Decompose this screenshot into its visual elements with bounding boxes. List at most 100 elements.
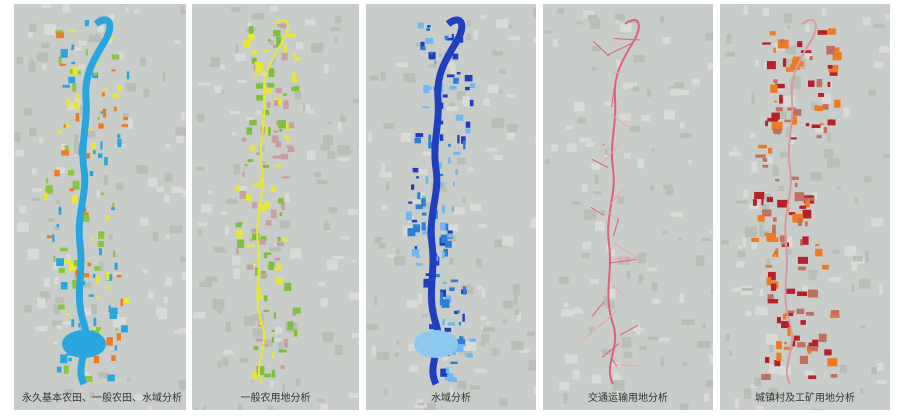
map-farmland-water xyxy=(14,4,186,410)
land-parcel xyxy=(442,318,445,326)
land-parcel xyxy=(264,373,272,378)
land-parcel xyxy=(450,361,458,364)
land-parcel xyxy=(117,138,122,148)
land-parcel xyxy=(277,198,284,204)
land-parcel xyxy=(84,20,90,27)
land-parcel xyxy=(757,215,765,222)
land-parcel xyxy=(822,103,829,110)
land-parcel xyxy=(75,113,80,122)
road-line xyxy=(601,343,620,358)
land-parcel xyxy=(254,267,259,276)
land-parcel xyxy=(277,236,281,242)
land-parcel xyxy=(464,86,470,91)
land-parcel xyxy=(126,71,130,80)
land-parcel xyxy=(69,188,74,192)
land-parcel xyxy=(440,289,447,297)
land-parcel xyxy=(112,92,119,99)
land-parcel xyxy=(109,310,118,319)
land-parcel xyxy=(446,37,454,41)
land-parcel xyxy=(797,256,808,264)
land-parcel xyxy=(808,375,817,380)
land-parcel xyxy=(421,46,426,51)
land-parcel xyxy=(91,142,96,151)
land-parcel xyxy=(805,123,810,127)
land-parcel xyxy=(772,253,775,258)
land-parcel xyxy=(93,149,96,155)
land-parcel xyxy=(235,222,242,228)
land-parcel xyxy=(762,157,768,162)
land-parcel xyxy=(421,198,426,207)
land-parcel xyxy=(762,209,772,217)
land-parcel xyxy=(442,94,448,98)
land-parcel xyxy=(276,36,282,46)
land-parcel xyxy=(252,233,260,241)
land-parcel xyxy=(428,52,436,60)
land-parcel xyxy=(830,310,840,317)
river-path xyxy=(784,19,817,385)
land-parcel xyxy=(792,56,801,65)
land-parcel xyxy=(412,167,419,173)
land-parcel xyxy=(439,120,444,125)
land-parcel xyxy=(114,345,118,351)
land-parcel xyxy=(794,192,805,202)
land-parcel xyxy=(260,236,267,241)
land-parcel xyxy=(771,121,783,131)
land-parcel xyxy=(254,182,261,187)
map-panel-water: 水域分析 xyxy=(366,4,536,410)
land-parcel xyxy=(807,289,819,298)
land-parcel xyxy=(293,307,301,314)
map-water xyxy=(367,8,536,410)
land-parcel xyxy=(451,33,454,39)
road-line xyxy=(603,144,620,162)
land-parcel xyxy=(46,235,53,239)
land-parcel xyxy=(453,77,459,84)
land-parcel xyxy=(415,204,423,210)
land-parcel xyxy=(766,196,774,203)
land-parcel xyxy=(807,80,815,87)
land-parcel xyxy=(442,251,445,259)
land-parcel xyxy=(98,231,105,240)
land-parcel xyxy=(798,217,802,226)
map-panel-farmland-water: 永久基本农田、一般农田、水域分析 xyxy=(14,4,186,410)
land-parcel xyxy=(423,278,432,288)
land-parcel xyxy=(440,234,448,243)
land-parcel xyxy=(456,72,461,75)
land-parcel xyxy=(450,56,453,59)
land-parcel xyxy=(292,72,296,80)
land-parcel xyxy=(54,169,60,177)
land-parcel xyxy=(469,99,474,107)
land-parcel xyxy=(272,45,277,48)
land-parcel xyxy=(56,223,59,228)
land-parcel xyxy=(773,79,778,84)
land-parcel xyxy=(792,109,802,116)
land-parcel xyxy=(831,47,840,52)
land-parcel xyxy=(457,134,460,144)
land-parcel xyxy=(111,69,116,72)
land-parcel xyxy=(797,291,808,297)
land-parcel xyxy=(446,74,455,78)
land-parcel xyxy=(818,333,827,342)
land-parcel xyxy=(429,324,434,330)
land-parcel xyxy=(120,298,124,307)
land-parcel xyxy=(58,304,65,310)
land-parcel xyxy=(273,267,282,271)
land-parcel xyxy=(283,100,289,110)
land-parcel xyxy=(417,192,421,200)
land-parcel xyxy=(776,352,782,361)
land-parcel xyxy=(273,257,281,261)
land-parcel xyxy=(797,266,806,271)
land-parcel xyxy=(113,106,117,112)
land-parcel xyxy=(291,86,297,92)
land-parcel xyxy=(260,273,268,278)
land-parcel xyxy=(286,145,294,149)
land-parcel xyxy=(98,248,102,256)
land-parcel xyxy=(256,366,265,375)
land-parcel xyxy=(828,64,839,73)
land-parcel xyxy=(462,286,467,295)
land-parcel xyxy=(407,228,416,237)
land-parcel xyxy=(280,202,285,210)
land-parcel xyxy=(250,50,258,55)
land-parcel xyxy=(829,71,838,76)
land-parcel xyxy=(774,100,777,103)
land-parcel xyxy=(773,47,776,53)
